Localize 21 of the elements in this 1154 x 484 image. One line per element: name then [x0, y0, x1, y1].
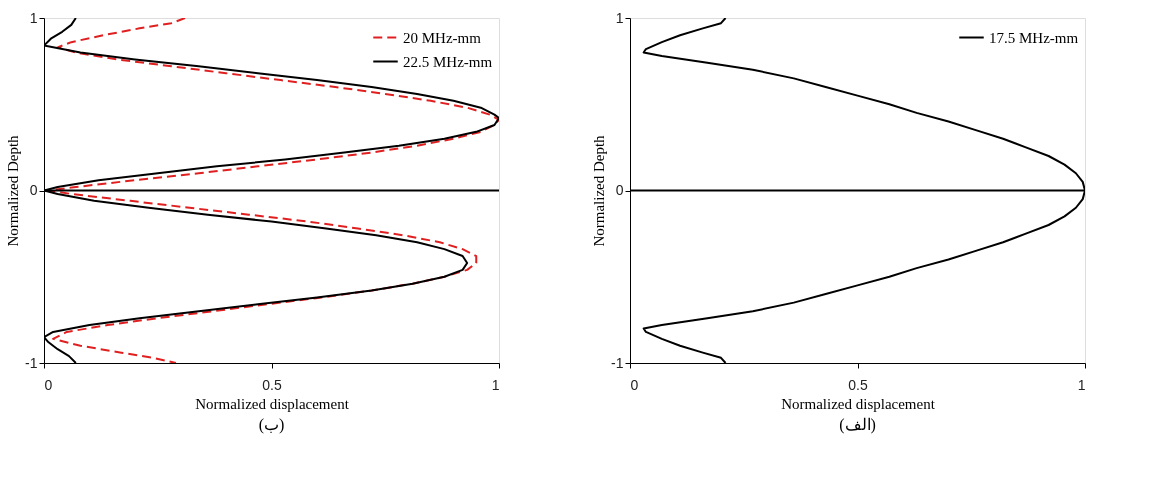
x-tick-label: 0 [630, 376, 639, 393]
y-tick-label: -1 [611, 354, 624, 371]
x-tick-label: 1 [1077, 376, 1086, 393]
y-tick-label: 0 [615, 182, 624, 198]
y-axis-title: Normalized Depth [591, 134, 608, 247]
text: (ب) [258, 416, 285, 434]
x-tick-label: 0.5 [848, 376, 868, 393]
x-tick-label: 1 [491, 376, 500, 393]
y-axis-title: Normalized Depth [5, 134, 22, 247]
y-tick-label: 0 [29, 182, 38, 198]
legend-label: 20 MHz-mm [403, 29, 482, 46]
x-tick-label: 0 [44, 376, 53, 393]
x-axis-title: Normalized displacement [195, 395, 350, 412]
legend-label: 17.5 MHz-mm [989, 29, 1079, 46]
text: (الف) [839, 416, 876, 434]
y-tick-label: -1 [25, 354, 38, 371]
legend-label: 22.5 MHz-mm [403, 53, 493, 70]
y-tick-label: 1 [615, 9, 624, 26]
y-tick-label: 1 [29, 9, 38, 26]
x-tick-label: 0.5 [262, 376, 282, 393]
x-axis-title: Normalized displacement [781, 395, 936, 412]
